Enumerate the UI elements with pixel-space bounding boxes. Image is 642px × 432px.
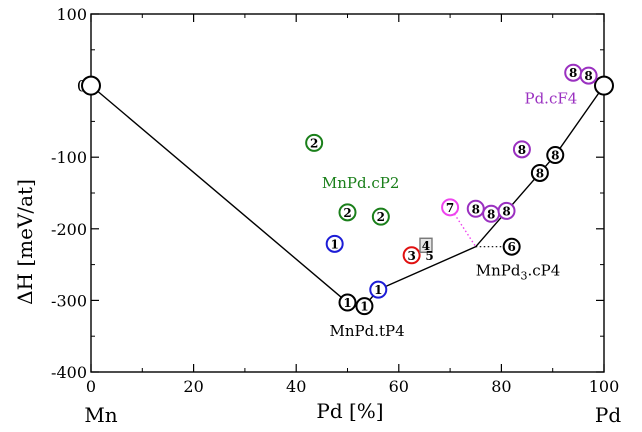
data-point: 6 [502, 237, 521, 256]
data-point: 2 [371, 207, 390, 226]
data-point: 8 [512, 140, 531, 159]
mn-end-label: Mn [84, 403, 117, 427]
data-point: 8 [530, 163, 549, 182]
data-point-label: 8 [584, 69, 592, 83]
data-point-label: 2 [377, 210, 385, 224]
data-point: 8 [497, 201, 516, 220]
structure-annotation: MnPd3.cP4 [476, 261, 561, 282]
x-tick-label: 20 [183, 377, 203, 396]
data-point-label: 2 [310, 136, 318, 150]
data-point-label: 1 [343, 296, 351, 310]
data-point-marker [502, 237, 521, 256]
data-point: 4 [419, 237, 433, 253]
data-point [81, 75, 101, 96]
x-axis-title: Pd [%] [316, 399, 383, 423]
data-point-label: 4 [422, 239, 430, 253]
data-point-marker [441, 198, 460, 217]
x-tick-label: 80 [491, 377, 511, 396]
data-point-label: 1 [360, 300, 368, 314]
pd-end-label: Pd [595, 403, 621, 427]
data-point: 3 [402, 246, 421, 265]
data-point-label: 3 [407, 249, 415, 263]
structure-annotation: MnPd.cP2 [322, 174, 400, 192]
data-point-marker [419, 237, 433, 253]
data-point-label: 8 [536, 166, 544, 180]
data-point [594, 75, 614, 96]
y-tick-label: -400 [51, 363, 87, 382]
y-axis-title: ΔH [meV/at] [13, 179, 37, 305]
data-point: 1 [369, 280, 388, 299]
data-point-label: 6 [507, 240, 515, 254]
annotations-layer: MnPd.cP2 MnPd3.cP4 MnPd.tP4 Pd.cF4 [322, 90, 577, 341]
data-point-marker [355, 297, 374, 316]
data-point-marker [325, 234, 344, 253]
y-tick-label: -300 [51, 291, 87, 310]
data-point: 8 [579, 66, 598, 85]
data-point: 8 [564, 63, 583, 82]
data-point-marker [338, 293, 357, 312]
data-point: 8 [546, 146, 565, 165]
plot-frame [90, 13, 605, 373]
data-point: 1 [325, 234, 344, 253]
data-point-marker [402, 246, 421, 265]
data-point-label: 8 [551, 149, 559, 163]
y-tick-label: -100 [51, 148, 87, 167]
x-tick-label: 100 [589, 377, 620, 396]
data-point-marker [530, 163, 549, 182]
data-point-label: 8 [518, 143, 526, 157]
data-point-label: 2 [343, 206, 351, 220]
data-point: 8 [482, 204, 501, 223]
x-tick-label: 60 [389, 377, 409, 396]
data-point-label: 1 [374, 283, 382, 297]
data-point-marker [305, 133, 324, 152]
data-point-marker [497, 201, 516, 220]
data-point: 2 [338, 203, 357, 222]
data-point: 1 [338, 293, 357, 312]
data-point-label: 5 [425, 249, 433, 263]
axes-labels-layer: Pd [%] ΔH [meV/at] Mn Pd [13, 179, 621, 427]
y-tick-label: -200 [51, 220, 87, 239]
data-point-marker [338, 203, 357, 222]
data-point: 7 [441, 198, 460, 217]
data-point-label: 8 [487, 207, 495, 221]
data-point-label: 7 [446, 201, 454, 215]
data-point-marker [369, 280, 388, 299]
data-point-label: 1 [330, 237, 338, 251]
x-tick-label: 0 [86, 377, 96, 396]
y-tick-label: 100 [56, 5, 87, 24]
data-point: 2 [305, 133, 324, 152]
structure-annotation: Pd.cF4 [524, 90, 577, 108]
structure-annotation: MnPd.tP4 [330, 322, 405, 340]
data-point-marker [512, 140, 531, 159]
data-point-marker [371, 207, 390, 226]
data-point-label: 8 [569, 66, 577, 80]
data-point-marker [594, 75, 614, 96]
x-tick-label: 40 [286, 377, 306, 396]
data-point-marker [579, 66, 598, 85]
data-point-label: 8 [502, 204, 510, 218]
data-point-label: 8 [472, 202, 480, 216]
data-point: 8 [466, 199, 485, 218]
data-point-marker [81, 75, 101, 96]
data-point: 5 [425, 249, 433, 263]
data-point-marker [546, 146, 565, 165]
data-point: 1 [355, 297, 374, 316]
